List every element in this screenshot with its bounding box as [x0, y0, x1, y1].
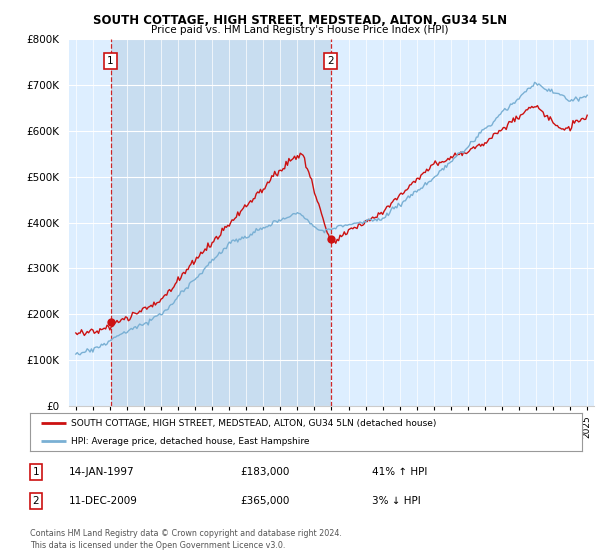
Text: 2: 2 — [328, 56, 334, 66]
Text: SOUTH COTTAGE, HIGH STREET, MEDSTEAD, ALTON, GU34 5LN (detached house): SOUTH COTTAGE, HIGH STREET, MEDSTEAD, AL… — [71, 419, 437, 428]
Text: Price paid vs. HM Land Registry's House Price Index (HPI): Price paid vs. HM Land Registry's House … — [151, 25, 449, 35]
Text: £183,000: £183,000 — [240, 467, 289, 477]
Text: SOUTH COTTAGE, HIGH STREET, MEDSTEAD, ALTON, GU34 5LN: SOUTH COTTAGE, HIGH STREET, MEDSTEAD, AL… — [93, 14, 507, 27]
Bar — [110, 39, 331, 406]
Text: 2: 2 — [32, 496, 40, 506]
Text: 1: 1 — [32, 467, 40, 477]
Text: 41% ↑ HPI: 41% ↑ HPI — [372, 467, 427, 477]
Text: 3% ↓ HPI: 3% ↓ HPI — [372, 496, 421, 506]
Text: 14-JAN-1997: 14-JAN-1997 — [69, 467, 134, 477]
Text: HPI: Average price, detached house, East Hampshire: HPI: Average price, detached house, East… — [71, 437, 310, 446]
Text: 11-DEC-2009: 11-DEC-2009 — [69, 496, 138, 506]
Text: Contains HM Land Registry data © Crown copyright and database right 2024.
This d: Contains HM Land Registry data © Crown c… — [30, 529, 342, 550]
Text: 1: 1 — [107, 56, 114, 66]
Text: £365,000: £365,000 — [240, 496, 289, 506]
